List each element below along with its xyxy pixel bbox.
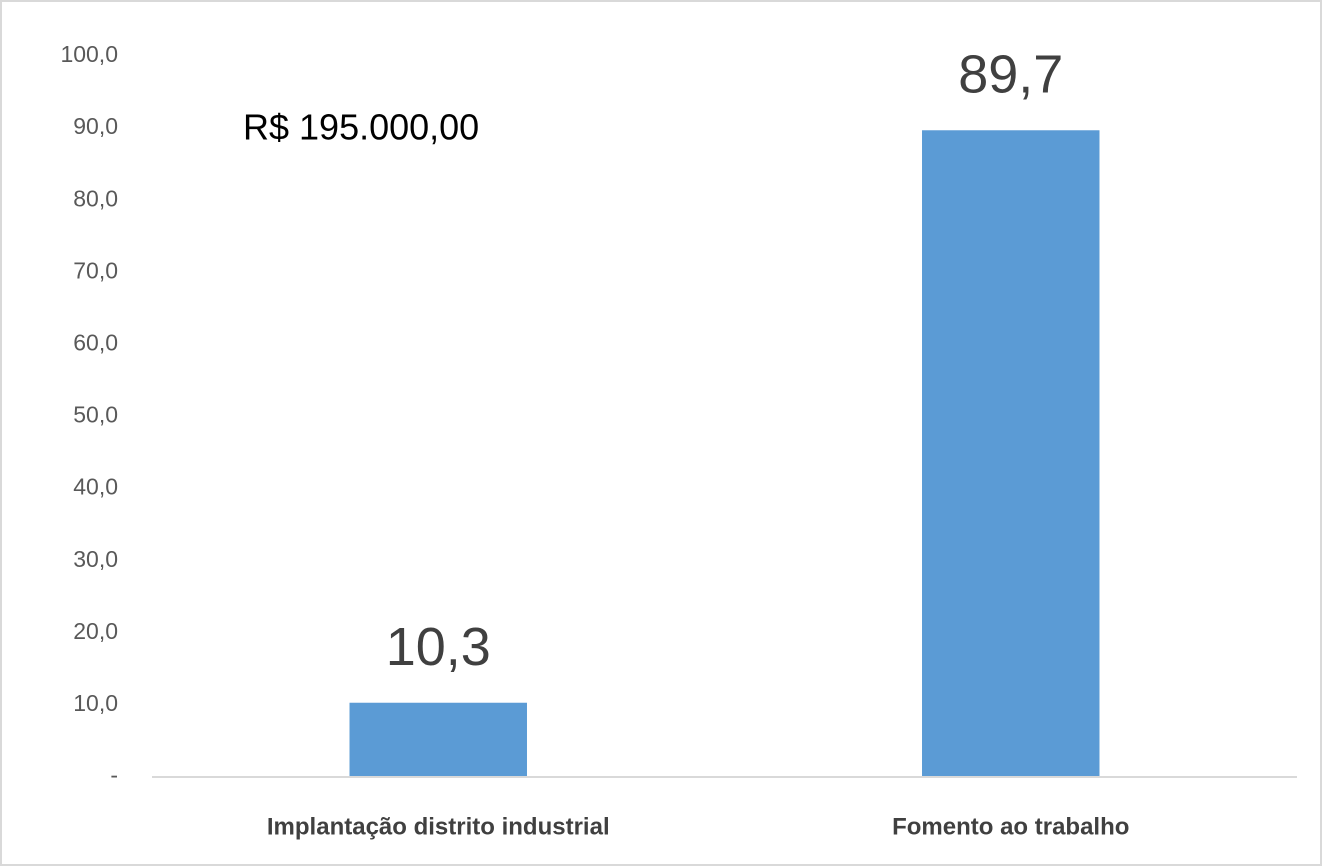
y-tick-label: 100,0 [60,41,118,67]
x-tick-label: Implantação distrito industrial [267,813,610,840]
y-tick-label: 20,0 [73,618,118,644]
y-tick-label: 30,0 [73,546,118,572]
y-tick-label: 60,0 [73,329,118,355]
y-tick-label: 50,0 [73,402,118,428]
annotation: R$ 195.000,00 [243,107,479,148]
y-tick-label: 10,0 [73,690,118,716]
bar [349,702,527,777]
x-tick-label: Fomento ao trabalho [892,813,1129,840]
value-label: 10,3 [386,617,491,677]
y-tick-label: 40,0 [73,474,118,500]
y-tick-label: - [110,762,118,788]
y-tick-label: 80,0 [73,185,118,211]
y-tick-label: 90,0 [73,113,118,139]
bar [922,130,1100,777]
value-label: 89,7 [958,45,1063,105]
y-tick-label: 70,0 [73,257,118,283]
